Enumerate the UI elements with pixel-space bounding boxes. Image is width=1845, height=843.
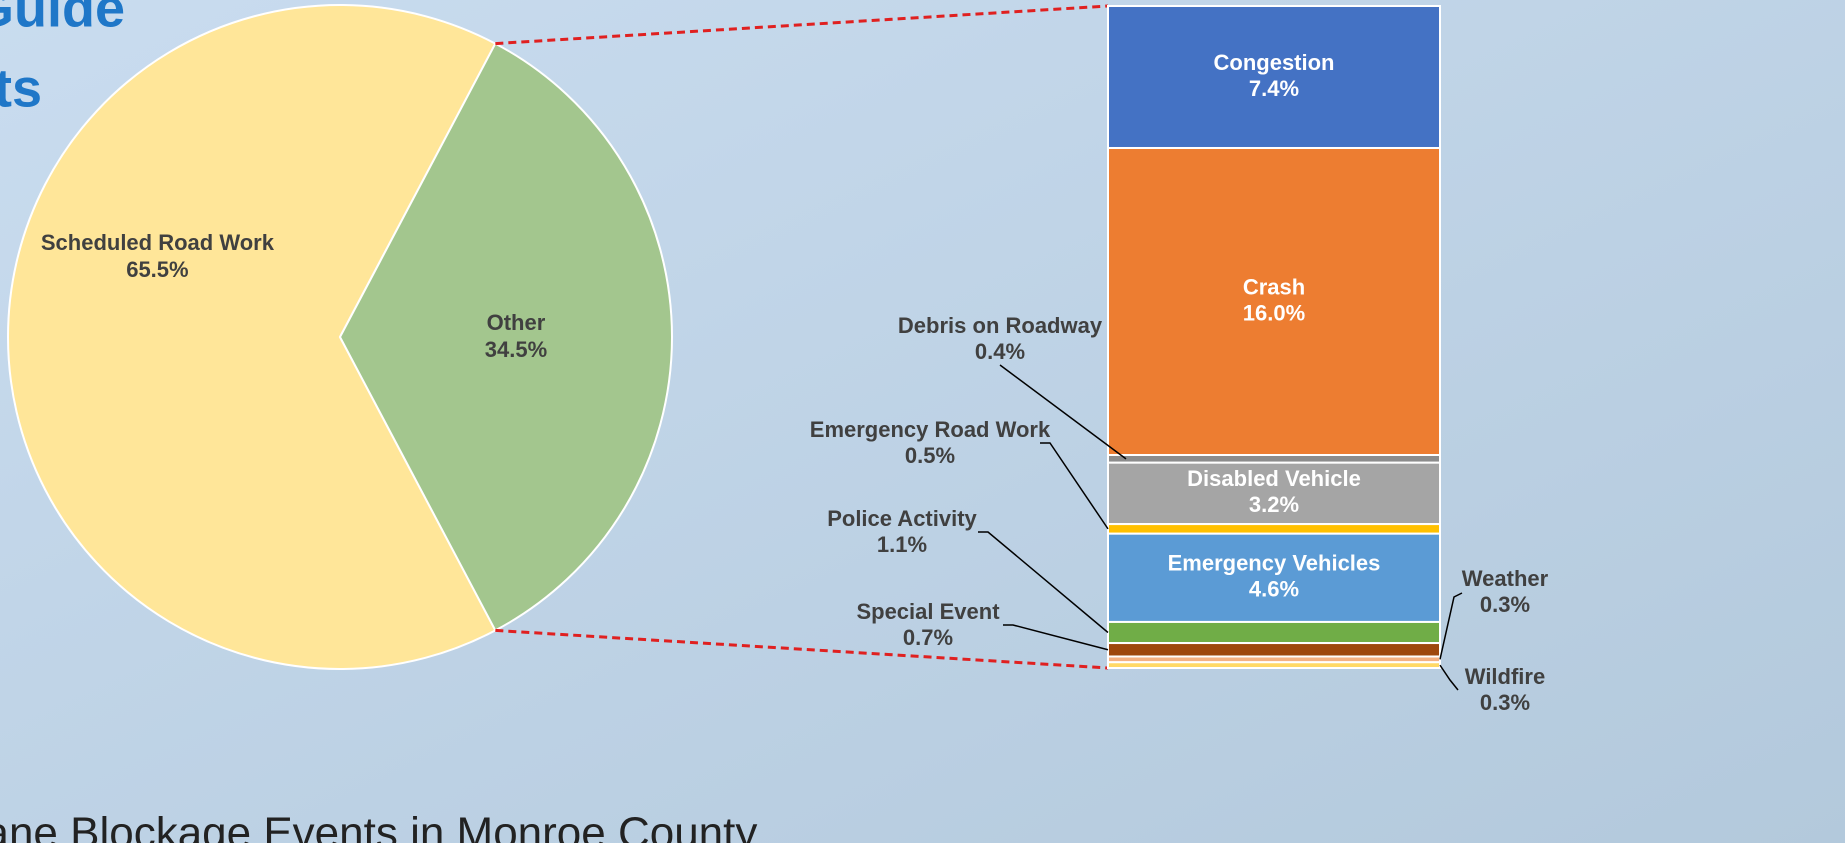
bar-label: Emergency Road Work bbox=[810, 417, 1051, 442]
bar-segment bbox=[1108, 622, 1440, 643]
bar-value-label: 0.7% bbox=[903, 625, 953, 650]
page: Guide ts Lane Blockage Events in Monroe … bbox=[0, 0, 1845, 843]
pie-value-label: 34.5% bbox=[485, 337, 547, 362]
bar-segment bbox=[1108, 643, 1440, 656]
chart: Guide ts Lane Blockage Events in Monroe … bbox=[0, 0, 1845, 843]
bar-label: Wildfire bbox=[1465, 664, 1545, 689]
bar-value-label: 0.5% bbox=[905, 443, 955, 468]
slide-title-line2: ts bbox=[0, 58, 42, 118]
bar-value-label: 0.3% bbox=[1480, 592, 1530, 617]
bar-value-label: 0.4% bbox=[975, 339, 1025, 364]
bar-label: Debris on Roadway bbox=[898, 313, 1103, 338]
bar-value-label: 4.6% bbox=[1249, 577, 1299, 602]
slide-title: Guide bbox=[0, 0, 125, 38]
pie-label: Scheduled Road Work bbox=[41, 230, 275, 255]
bar-segment bbox=[1108, 455, 1440, 463]
bar-segment bbox=[1108, 662, 1440, 668]
bar-label: Emergency Vehicles bbox=[1168, 551, 1381, 576]
bar-value-label: 7.4% bbox=[1249, 76, 1299, 101]
bar-value-label: 1.1% bbox=[877, 532, 927, 557]
bar-label: Special Event bbox=[856, 599, 1000, 624]
bar-label: Police Activity bbox=[827, 506, 977, 531]
bar-value-label: 16.0% bbox=[1243, 300, 1305, 325]
bar-segment bbox=[1108, 524, 1440, 534]
bar-label: Congestion bbox=[1214, 50, 1335, 75]
bar-value-label: 0.3% bbox=[1480, 690, 1530, 715]
bar-value-label: 3.2% bbox=[1249, 492, 1299, 517]
bar-label: Crash bbox=[1243, 274, 1305, 299]
bar-label: Weather bbox=[1462, 566, 1549, 591]
slide-subtitle: Lane Blockage Events in Monroe County bbox=[0, 809, 757, 843]
bar-label: Disabled Vehicle bbox=[1187, 466, 1361, 491]
pie-value-label: 65.5% bbox=[126, 257, 188, 282]
pie-label: Other bbox=[487, 310, 546, 335]
